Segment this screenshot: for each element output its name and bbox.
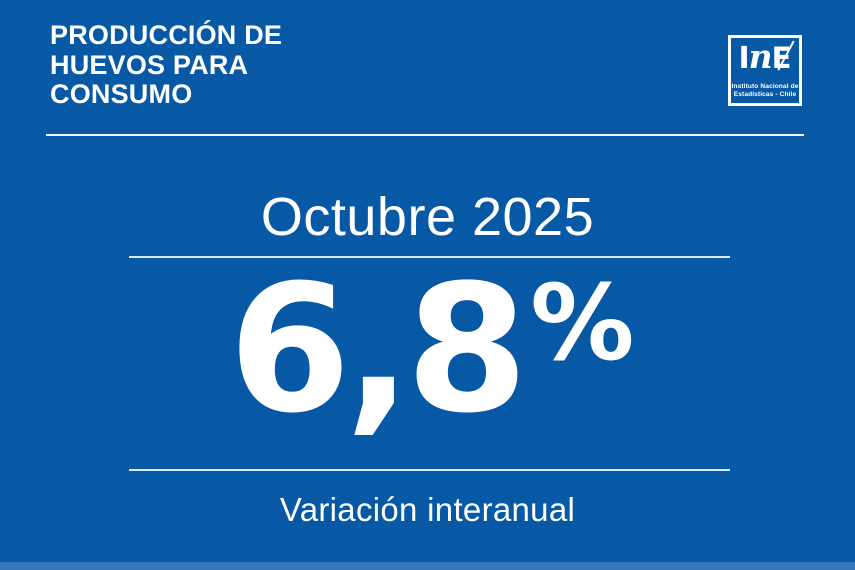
main-statistic: 6,8 % — [0, 262, 855, 438]
ine-logo-letter-i: I — [738, 41, 750, 76]
ine-logo-caption-line1: Instituto Nacional de — [731, 83, 799, 90]
page-title: PRODUCCIÓN DE HUEVOS PARA CONSUMO — [50, 20, 283, 109]
ine-logo-caption: Instituto Nacional de Estadísticas - Chi… — [731, 83, 799, 99]
period-label: Octubre 2025 — [260, 187, 595, 247]
header-divider — [46, 134, 804, 136]
ine-logo-caption-line2: Estadísticas - Chile — [733, 91, 797, 98]
bottom-accent-strip — [0, 562, 855, 570]
divider-under-period — [129, 256, 730, 258]
ine-logo-letters: InE — [731, 39, 799, 82]
statistic-unit-percent: % — [530, 262, 635, 384]
ine-logo-letter-n: n — [748, 37, 773, 76]
statistic-caption: Variación interanual — [279, 491, 576, 528]
ine-logo: InE Instituto Nacional de Estadísticas -… — [728, 35, 802, 106]
statistic-value: 6,8 — [228, 247, 529, 452]
ine-logo-letter-e: E — [771, 41, 792, 75]
divider-above-caption — [129, 469, 730, 471]
